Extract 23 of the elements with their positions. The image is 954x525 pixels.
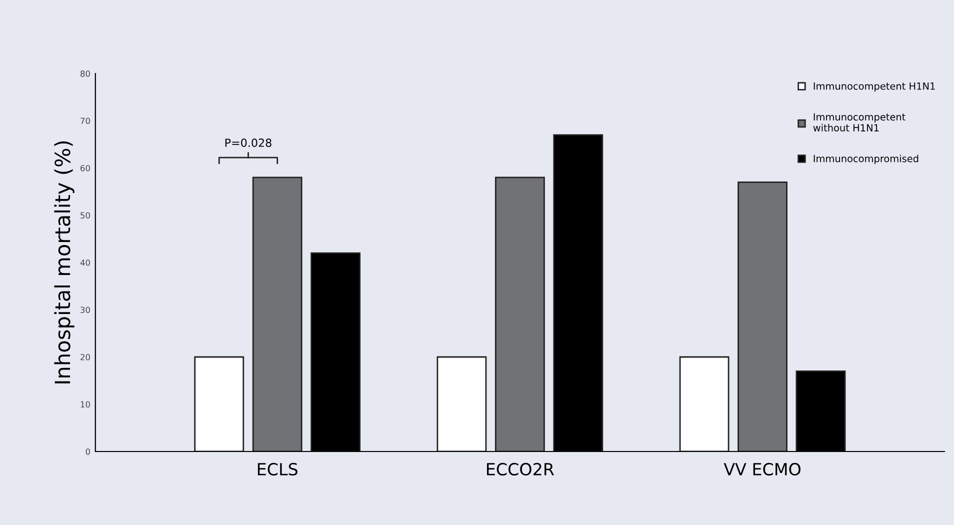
- annotation: P=0.028: [225, 138, 272, 147]
- x-tick-label: ECCO2R: [487, 462, 554, 476]
- y-tick-label: 10: [80, 401, 90, 408]
- y-tick-label: 70: [80, 118, 90, 124]
- x-tick-label: ECLS: [258, 462, 298, 476]
- y-tick-label: 20: [80, 354, 90, 360]
- y-tick-label: 80: [80, 70, 90, 77]
- y-tick-label: 40: [80, 259, 90, 266]
- y-axis-title: Inhospital mortality (%): [54, 141, 74, 384]
- bar: [738, 181, 788, 452]
- bar: [252, 176, 302, 452]
- y-tick-label: 0: [86, 448, 90, 455]
- bar: [436, 356, 487, 452]
- y-tick-label: 50: [80, 212, 90, 219]
- bar: [679, 356, 730, 452]
- bar: [494, 176, 545, 452]
- bar: [194, 356, 244, 452]
- legend-label: Immunocompetent without H1N1: [813, 113, 906, 132]
- y-tick-label: 60: [80, 164, 90, 172]
- y-tick-label: 30: [80, 306, 90, 314]
- legend-label: Immunocompromised: [814, 154, 918, 164]
- x-tick-label: VV ECMO: [724, 462, 800, 476]
- legend-label: Immunocompetent H1N1: [814, 82, 935, 92]
